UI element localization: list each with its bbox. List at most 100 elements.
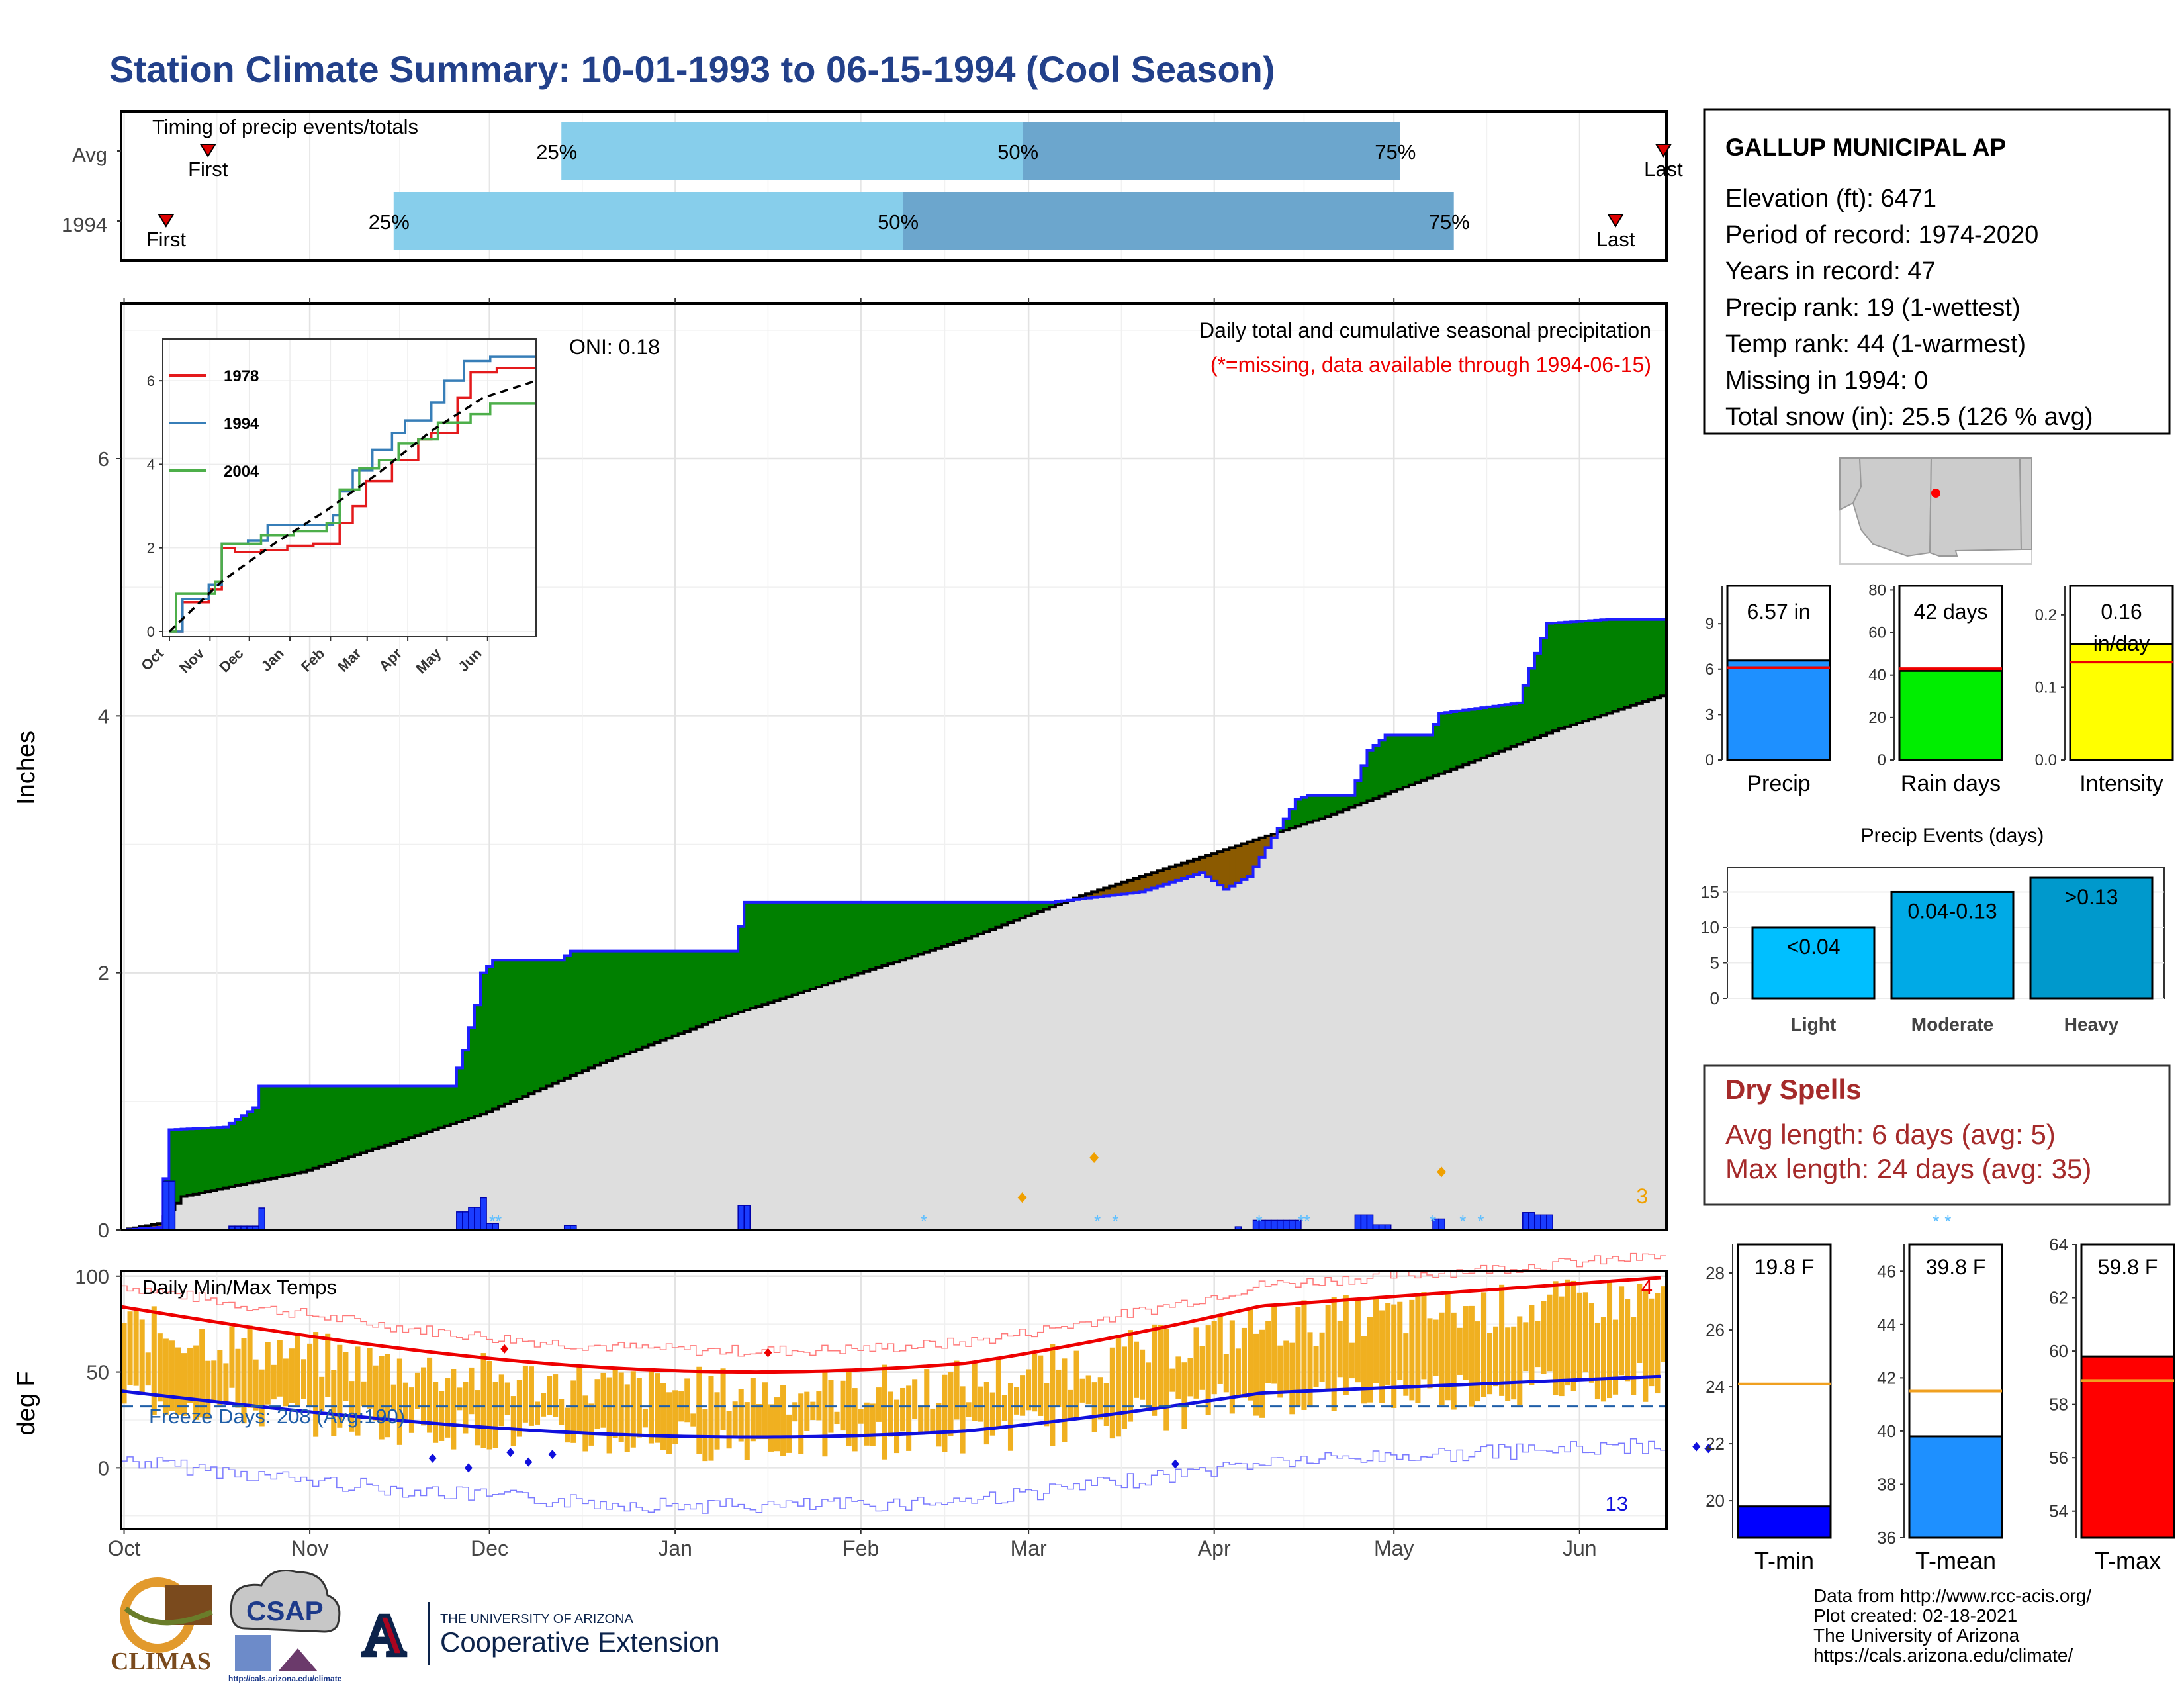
precip-surplus-fill [1475,708,1482,761]
inset-y-tick-label: 6 [147,373,155,389]
precip-surplus-fill [702,951,709,1025]
station-info-line: Missing in 1994: 0 [1725,367,1928,395]
precip-surplus-fill [750,902,756,1009]
small-chart-category-label: Precip [1747,771,1810,796]
daily-temp-bar [786,1414,792,1453]
precip-surplus-fill [1565,622,1571,727]
precip-surplus-fill [336,1086,343,1161]
daily-temp-bar [1277,1345,1283,1398]
daily-temp-bar [762,1382,768,1440]
precip-deficit-fill [1241,843,1248,880]
precip-surplus-fill [498,960,505,1107]
daily-temp-bar [1523,1322,1529,1372]
daily-temp-bar [1480,1292,1486,1397]
precip-surplus-fill [408,1086,416,1138]
daily-temp-bar [852,1388,858,1452]
precip-surplus-fill [385,1086,391,1145]
daily-temp-bar [1606,1282,1613,1399]
precip-surplus-fill [534,960,541,1092]
daily-temp-bar [636,1378,642,1438]
daily-temp-bar [750,1378,756,1442]
precip-surplus-fill [978,902,984,934]
daily-temp-bar [995,1358,1001,1428]
daily-temp-bar [541,1393,547,1417]
daily-precip-bar [1276,1219,1284,1231]
precip-surplus-fill [1612,619,1619,712]
daily-temp-bar [1463,1306,1469,1380]
daily-temp-bar [157,1333,163,1402]
daily-temp-bar [948,1372,954,1436]
precip-surplus-fill [713,951,721,1021]
temp-bar-value-label: 39.8 F [1926,1255,1986,1279]
daily-temp-bar [1181,1362,1187,1429]
daily-temp-bar [882,1364,887,1460]
daily-precip-bar [480,1197,487,1231]
daily-temp-bar [1068,1389,1073,1421]
snow-marker-icon: * [1304,1211,1310,1231]
daily-temp-bar [630,1371,636,1448]
dry-spells-heading: Dry Spells [1725,1074,1861,1105]
daily-temp-bar [1140,1349,1146,1400]
events-bar-moderate [1890,890,2015,1000]
page-title: Station Climate Summary: 10-01-1993 to 0… [109,48,1275,90]
dry-spells-box: Dry Spells Avg length: 6 days (avg: 5) M… [1703,1064,2171,1206]
freeze-days-label: Freeze Days: 208 (Avg:190) [149,1405,405,1428]
precip-deficit-fill [1169,867,1176,882]
daily-temp-bar [175,1347,181,1415]
precip-surplus-fill [1426,735,1433,778]
precip-surplus-fill [636,951,643,1050]
precip-surplus-fill [923,902,931,953]
precip-surplus-fill [1463,710,1469,765]
daily-temp-bar [127,1311,133,1385]
precip-surplus-fill [1013,902,1021,921]
precip-deficit-fill [1157,870,1164,886]
precip-deficit-fill [1205,855,1212,877]
temp-panel-frame [120,1270,1668,1530]
daily-temp-bar [744,1402,750,1460]
daily-temp-bar [1127,1330,1134,1422]
snow-marker-icon: * [1933,1211,1939,1231]
precip-surplus-fill [606,951,613,1061]
temp-bar-y-tick-label: 56 [2049,1448,2068,1468]
daily-temp-bar [445,1378,451,1438]
daily-temp-bar [906,1385,912,1451]
temp-bar-y-tick-label: 46 [1877,1261,1896,1281]
precip-surplus-fill [1528,668,1535,740]
daily-temp-bar [978,1386,983,1422]
small-chart-y-tick-label: 3 [1706,706,1714,724]
precip-surplus-fill [564,955,571,1078]
precip-surplus-fill [786,902,793,997]
precip-surplus-fill [373,1086,379,1149]
daily-temp-bar [672,1390,678,1444]
precip-surplus-fill [1331,795,1338,814]
daily-temp-bar [373,1365,379,1421]
daily-temp-bar [1115,1336,1121,1437]
daily-temp-bar [265,1342,271,1405]
daily-temp-bar [1433,1319,1439,1376]
daily-temp-bar [295,1333,301,1405]
daily-temp-bar [1229,1320,1235,1414]
daily-temp-bar [1158,1325,1163,1409]
dry-spells-max: Max length: 24 days (avg: 35) [1725,1153,2091,1184]
temp-bar-t-mean [1908,1435,2003,1539]
temp-bar-y-tick-label: 44 [1877,1315,1896,1335]
daily-temp-bar [1103,1383,1109,1426]
daily-temp-bar [1367,1317,1373,1403]
precip-surplus-fill [809,902,817,989]
temp-bar-value-label: 19.8 F [1754,1255,1815,1279]
precip-deficit-fill [1145,874,1152,890]
station-info-line: Total snow (in): 25.5 (126 % avg) [1725,403,2093,431]
snow-marker-icon: * [921,1211,927,1231]
precip-surplus-fill [1553,622,1559,731]
daily-temp-bar [930,1408,936,1432]
daily-temp-bar [726,1411,732,1449]
daily-temp-bar [1493,1326,1499,1387]
precip-surplus-fill [803,902,811,991]
snow-marker-icon: * [1298,1211,1304,1231]
precip-surplus-fill [432,1086,439,1130]
daily-temp-bar [989,1392,995,1436]
daily-temp-bar [600,1372,606,1428]
precip-deficit-fill [1211,853,1218,881]
daily-temp-bar [1307,1332,1313,1408]
